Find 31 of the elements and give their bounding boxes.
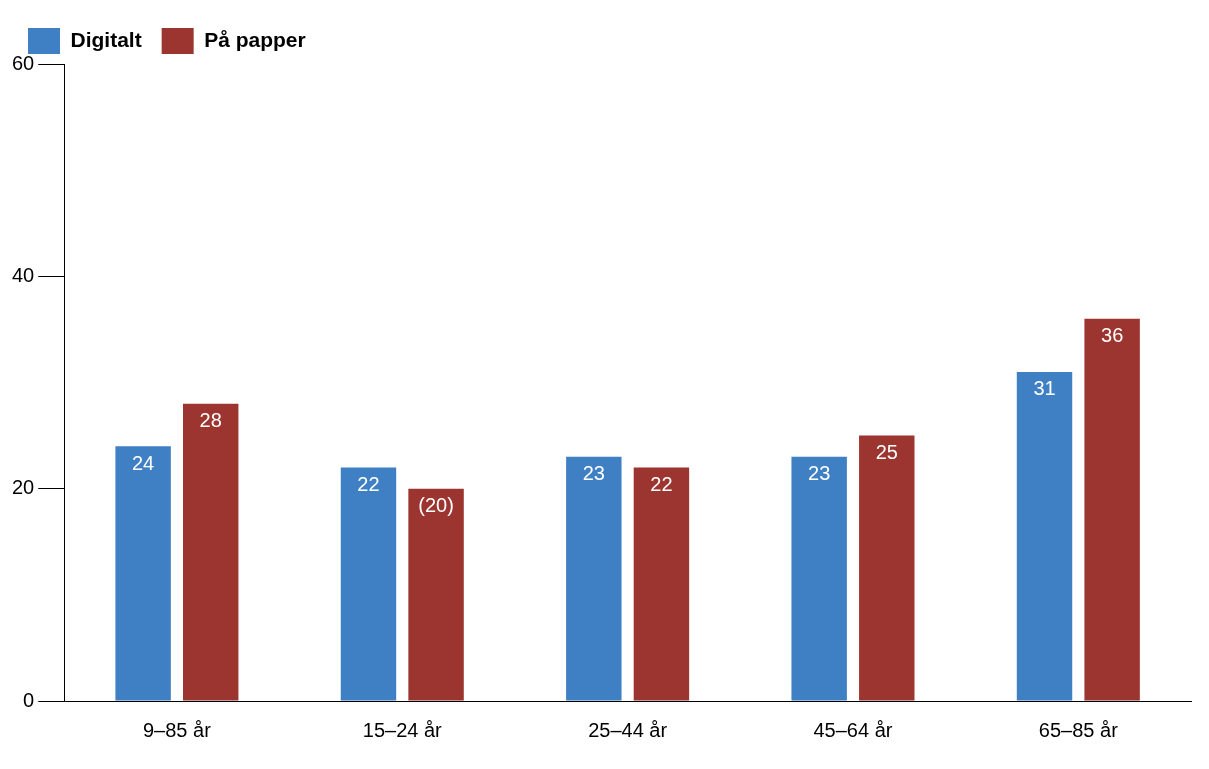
legend-label: På papper	[204, 27, 306, 51]
data-label: 22	[650, 472, 673, 495]
data-label: 31	[1033, 377, 1056, 400]
y-tick-label: 0	[23, 688, 35, 711]
x-tick-label: 45–64 år	[813, 718, 893, 741]
bar	[340, 467, 397, 701]
bar	[633, 467, 690, 701]
bar	[1084, 318, 1140, 701]
data-label: 36	[1101, 324, 1124, 347]
legend-label: Digitalt	[70, 27, 142, 51]
bar	[566, 456, 622, 701]
y-tick-label: 20	[12, 476, 35, 499]
y-tick-label: 40	[12, 263, 35, 286]
data-label: 22	[357, 472, 380, 495]
data-label: (20)	[418, 494, 454, 517]
data-label: 23	[582, 462, 605, 485]
data-label: 28	[199, 409, 222, 432]
x-tick-label: 65–85 år	[1038, 718, 1119, 741]
x-tick-label: 15–24 år	[362, 718, 443, 741]
data-label: 25	[875, 441, 898, 464]
y-tick-label: 60	[12, 51, 35, 74]
x-tick-label: 9–85 år	[143, 718, 212, 741]
bar	[183, 403, 239, 701]
bar	[859, 435, 915, 701]
x-tick-label: 25–44 år	[588, 718, 668, 741]
bar	[408, 488, 464, 701]
data-label: 24	[131, 451, 155, 474]
bar	[791, 456, 847, 701]
bar	[1016, 371, 1073, 701]
bar	[115, 446, 171, 701]
data-label: 23	[808, 462, 831, 485]
